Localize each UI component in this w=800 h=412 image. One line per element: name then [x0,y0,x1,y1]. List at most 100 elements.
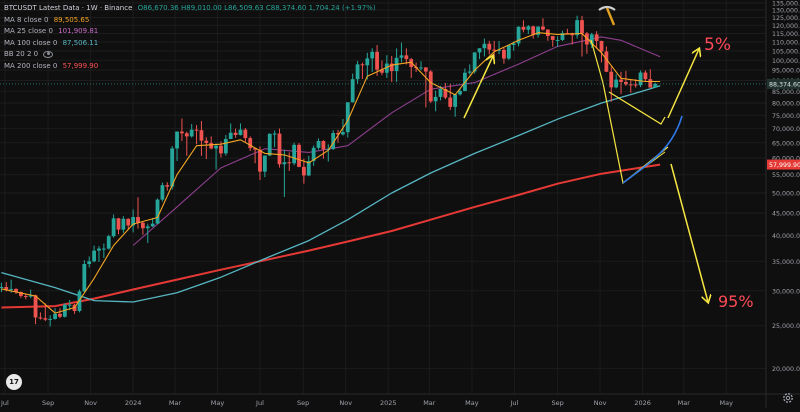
candle-body [243,129,248,139]
candle-body [638,72,643,86]
candle-body [97,248,101,251]
candle-body [4,287,9,290]
candle-body [502,49,506,59]
x-tick-label: 2026 [634,399,651,407]
x-tick-label: Mar [678,399,691,407]
ma100-line [1,85,661,303]
candle-body [599,40,604,52]
candle-body [438,88,443,97]
candle-body [516,26,521,44]
legend-ma8-label[interactable]: MA 8 close 0 [4,15,49,24]
ma25-line-group [132,36,661,246]
candle-body [28,295,33,297]
x-tick-label: Jul [255,399,264,407]
candle-body [58,313,62,317]
candle-body [92,250,96,262]
y-tick-label: 30,000.00 [772,288,800,295]
up-arrow-left [463,56,493,119]
annotation-5pct: 5% [704,35,731,55]
candle-body [67,304,72,306]
y-tick-label: 135,000.00 [772,0,800,7]
current-price-tag [767,78,800,89]
candle-body [272,133,277,135]
y-tick-label: 40,000.00 [772,233,800,240]
candle-body [306,160,311,176]
ma8-line-group [1,32,661,314]
candle-body [165,185,170,187]
x-tick-label: Mar [423,399,436,407]
y-tick-label: 130,000.00 [772,8,800,15]
candle-body [477,48,482,53]
y-tick-label: 75,000.00 [772,113,800,120]
candle-body [0,287,4,289]
legend-ma100-value: 87,506.11 [62,38,99,47]
candle-body [409,59,414,68]
blue-trend-curve [622,115,683,184]
candle-body [277,133,282,165]
y-tick-label: 20,000.00 [772,366,800,373]
candle-body [38,317,43,319]
x-tick-label: Mar [169,399,182,407]
y-tick-label: 25,000.00 [772,323,800,330]
candle-body [526,26,531,30]
candle-body [467,71,472,73]
tradingview-logo[interactable]: 17 [6,374,22,390]
legend-ma200-value: 57,999.90 [62,61,99,70]
pickaxe-icon [598,5,616,26]
candle-body [140,222,145,229]
candle-body [453,94,458,107]
candle-body [150,223,155,227]
candle-body [399,55,404,58]
candle-body [180,131,184,134]
y-tick-label: 85,000.00 [772,89,800,96]
y-tick-label: 105,000.00 [772,48,800,55]
candle-body [589,34,594,45]
candle-body [301,166,306,176]
candle-body [287,162,292,164]
candle-body [253,148,258,150]
legend-ma25-value: 101,909.81 [58,27,99,35]
legend-ohlc: O86,670.36 H89,010.00 L86,509.63 C88,374… [137,4,376,12]
candle-body [404,55,409,60]
candle-body [189,129,194,137]
candle-body [258,149,262,172]
candle-body [155,199,160,224]
candle-body [336,132,340,135]
candle-body [521,26,526,30]
legend-ma25-label[interactable]: MA 25 close 0 [4,27,53,35]
candle-body [643,72,648,80]
legend-bb-label[interactable]: BB 20 2 0 [4,50,39,58]
y-tick-label: 35,000.00 [772,259,800,266]
candle-body [419,67,423,69]
candle-body [506,45,511,59]
current-price-label: 88,374.60 [769,81,800,88]
x-tick-label: Sep [42,399,54,407]
candle-body [262,155,267,172]
candle-body [53,313,57,319]
candle-body [550,36,555,40]
candle-body [355,64,360,80]
candle-body [482,43,487,49]
candle-body [209,143,214,149]
candle-body [433,96,438,102]
candle-body [219,145,223,154]
eye-icon[interactable] [43,50,54,58]
legend-ma100-label[interactable]: MA 100 close 0 [4,38,58,47]
drawings: 5% 95% [463,5,754,311]
x-tick-label: Sep [297,399,309,407]
candle-body [633,84,638,86]
gear-icon[interactable] [781,391,795,405]
candle-body [604,51,609,72]
y-tick-label: 60,000.00 [772,156,800,163]
legend-ma200-label[interactable]: MA 200 close 0 [4,61,58,70]
ma100-line-group [1,85,661,303]
candle-body [267,133,272,156]
candle-body [619,79,623,82]
candle-body [131,217,136,226]
y-tick-label: 125,000.00 [772,15,800,22]
candle-body [111,218,116,237]
candle-body [541,26,545,30]
candle-body [350,79,355,103]
candle-body [282,162,287,165]
